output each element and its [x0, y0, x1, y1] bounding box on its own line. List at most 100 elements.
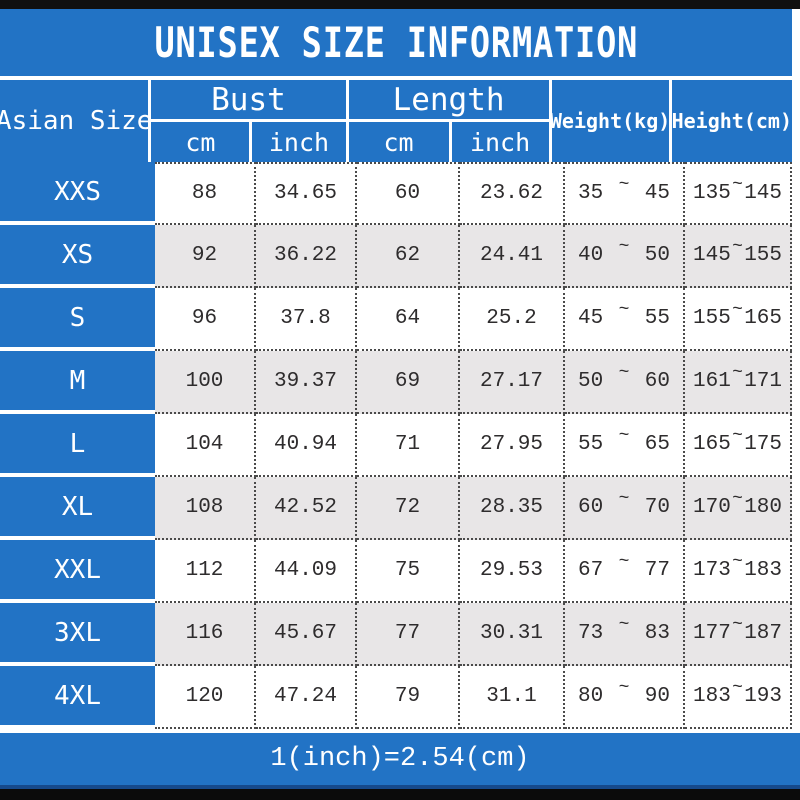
- bust-inch-value: 34.65: [256, 162, 357, 225]
- length-cm-value: 71: [357, 414, 460, 477]
- height-max: 183: [744, 559, 782, 582]
- height-min: 170: [693, 496, 731, 519]
- bust-cm-value: 120: [155, 666, 256, 729]
- height-min: 155: [693, 307, 731, 330]
- bust-cm-value: 104: [155, 414, 256, 477]
- header-length-cm: cm: [348, 122, 452, 162]
- length-inch-value: 24.41: [460, 225, 565, 288]
- weight-min: 67: [578, 559, 604, 582]
- tilde-icon: ~: [618, 677, 630, 698]
- conversion-note: 1(inch)=2.54(cm): [270, 744, 530, 774]
- size-label: S: [0, 288, 155, 351]
- tilde-icon: ~: [618, 236, 630, 257]
- tilde-icon: ~: [618, 174, 630, 195]
- height-min: 177: [693, 622, 731, 645]
- height-min: 161: [693, 370, 731, 393]
- weight-range: 50 ~60: [565, 351, 685, 414]
- length-inch-value: 27.17: [460, 351, 565, 414]
- bottom-border-bar: [0, 789, 800, 800]
- size-label: M: [0, 351, 155, 414]
- height-range: 145 ~155: [685, 225, 792, 288]
- length-inch-value: 30.31: [460, 603, 565, 666]
- height-min: 173: [693, 559, 731, 582]
- length-cm-value: 79: [357, 666, 460, 729]
- bust-inch-value: 42.52: [256, 477, 357, 540]
- length-inch-value: 31.1: [460, 666, 565, 729]
- tilde-icon: ~: [618, 551, 630, 572]
- title-banner: UNISEX SIZE INFORMATION: [0, 9, 792, 76]
- height-range: 161 ~171: [685, 351, 792, 414]
- weight-max: 45: [644, 182, 670, 205]
- table-row-3xl: 3XL 116 45.67 77 30.31 73 ~83 177 ~187: [0, 603, 792, 666]
- weight-range: 73 ~83: [565, 603, 685, 666]
- tilde-icon: ~: [618, 299, 630, 320]
- header-length-group: Length cm inch: [348, 80, 552, 162]
- weight-range: 55 ~65: [565, 414, 685, 477]
- height-range: 177 ~187: [685, 603, 792, 666]
- size-table: Asian Size Bust cm inch Length cm inch W…: [0, 80, 792, 729]
- height-max: 193: [744, 685, 782, 708]
- tilde-icon: ~: [732, 488, 743, 509]
- height-min: 145: [693, 244, 731, 267]
- bust-cm-value: 88: [155, 162, 256, 225]
- bust-cm-value: 112: [155, 540, 256, 603]
- header-bust-group: Bust cm inch: [151, 80, 349, 162]
- length-inch-value: 23.62: [460, 162, 565, 225]
- weight-max: 55: [644, 307, 670, 330]
- weight-range: 45 ~55: [565, 288, 685, 351]
- length-inch-value: 29.53: [460, 540, 565, 603]
- tilde-icon: ~: [732, 174, 743, 195]
- weight-range: 80 ~90: [565, 666, 685, 729]
- weight-max: 50: [644, 244, 670, 267]
- tilde-icon: ~: [732, 425, 743, 446]
- height-range: 165 ~175: [685, 414, 792, 477]
- height-max: 187: [744, 622, 782, 645]
- bust-inch-value: 40.94: [256, 414, 357, 477]
- weight-range: 40 ~50: [565, 225, 685, 288]
- weight-max: 90: [644, 685, 670, 708]
- tilde-icon: ~: [618, 425, 630, 446]
- length-cm-value: 62: [357, 225, 460, 288]
- header-length-units: cm inch: [348, 122, 552, 162]
- tilde-icon: ~: [732, 614, 743, 635]
- length-inch-value: 27.95: [460, 414, 565, 477]
- weight-max: 83: [644, 622, 670, 645]
- size-label: XXS: [0, 162, 155, 225]
- bust-cm-value: 108: [155, 477, 256, 540]
- weight-range: 67 ~77: [565, 540, 685, 603]
- height-max: 175: [744, 433, 782, 456]
- weight-range: 60 ~70: [565, 477, 685, 540]
- bust-inch-value: 45.67: [256, 603, 357, 666]
- conversion-note-bar: 1(inch)=2.54(cm): [0, 733, 800, 785]
- top-border-bar: [0, 0, 800, 9]
- weight-max: 70: [644, 496, 670, 519]
- weight-min: 35: [578, 182, 604, 205]
- banner-divider: [0, 76, 800, 80]
- header-length-inch: inch: [451, 122, 552, 162]
- table-row-xs: XS 92 36.22 62 24.41 40 ~50 145 ~155: [0, 225, 792, 288]
- bust-inch-value: 36.22: [256, 225, 357, 288]
- length-cm-value: 64: [357, 288, 460, 351]
- weight-max: 77: [644, 559, 670, 582]
- weight-min: 55: [578, 433, 604, 456]
- size-label: L: [0, 414, 155, 477]
- weight-min: 40: [578, 244, 604, 267]
- weight-max: 65: [644, 433, 670, 456]
- height-range: 135 ~145: [685, 162, 792, 225]
- height-max: 155: [744, 244, 782, 267]
- height-range: 173 ~183: [685, 540, 792, 603]
- footer-divider: [0, 729, 800, 733]
- size-label: XXL: [0, 540, 155, 603]
- table-row-l: L 104 40.94 71 27.95 55 ~65 165 ~175: [0, 414, 792, 477]
- footer-accent-line: [0, 785, 800, 789]
- weight-min: 73: [578, 622, 604, 645]
- bust-cm-value: 96: [155, 288, 256, 351]
- tilde-icon: ~: [618, 614, 630, 635]
- header-bust-cm: cm: [151, 122, 253, 162]
- height-max: 145: [744, 182, 782, 205]
- table-row-4xl: 4XL 120 47.24 79 31.1 80 ~90 183 ~193: [0, 666, 792, 729]
- table-row-s: S 96 37.8 64 25.2 45 ~55 155 ~165: [0, 288, 792, 351]
- length-cm-value: 69: [357, 351, 460, 414]
- height-min: 135: [693, 182, 731, 205]
